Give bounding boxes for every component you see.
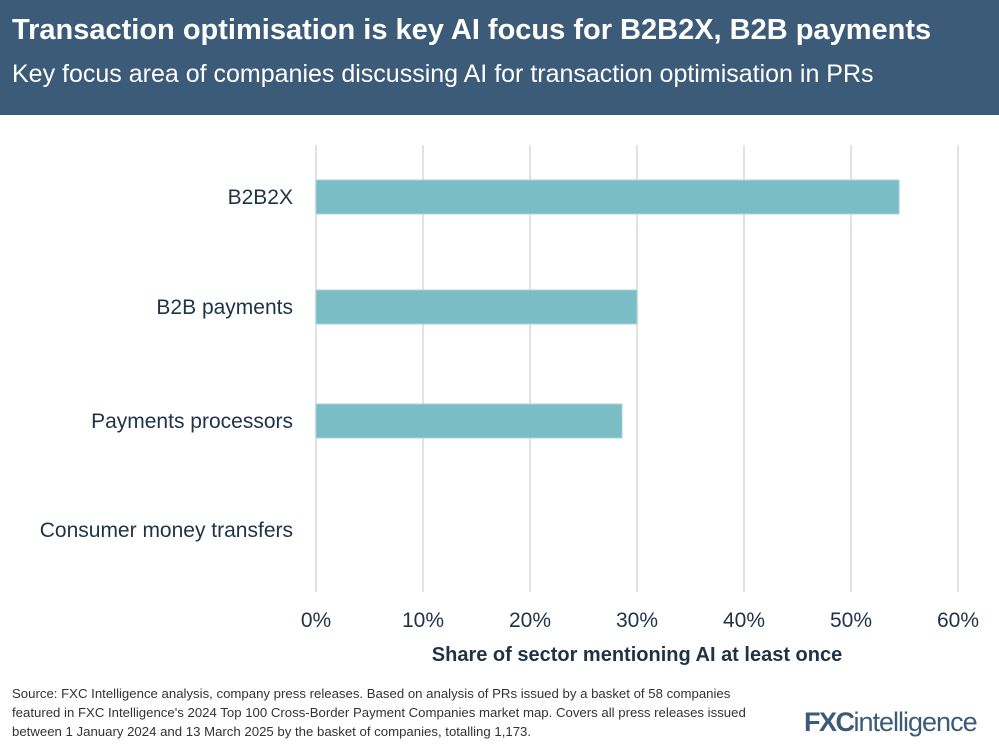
x-tick-label: 20%	[509, 609, 551, 632]
category-label: Consumer money transfers	[40, 519, 293, 542]
x-tick-label: 50%	[830, 609, 872, 632]
category-label: B2B2X	[228, 186, 293, 209]
bar-b2b2x	[315, 179, 900, 215]
category-label: B2B payments	[156, 296, 293, 319]
x-tick-label: 60%	[937, 609, 979, 632]
category-label: Payments processors	[91, 410, 293, 433]
bar-payments-processors	[315, 403, 623, 439]
x-tick-label: 40%	[723, 609, 765, 632]
header: Transaction optimisation is key AI focus…	[0, 0, 999, 115]
x-tick-label: 10%	[402, 609, 444, 632]
x-tick-label: 30%	[616, 609, 658, 632]
chart-subtitle: Key focus area of companies discussing A…	[12, 60, 874, 88]
source-note: Source: FXC Intelligence analysis, compa…	[12, 686, 746, 739]
x-tick-label: 0%	[301, 609, 331, 632]
chart-title: Transaction optimisation is key AI focus…	[12, 14, 932, 46]
fxc-logo: FXCintelligence	[804, 707, 978, 737]
x-axis-label: Share of sector mentioning AI at least o…	[431, 644, 843, 666]
bar-b2b-payments	[315, 289, 638, 325]
